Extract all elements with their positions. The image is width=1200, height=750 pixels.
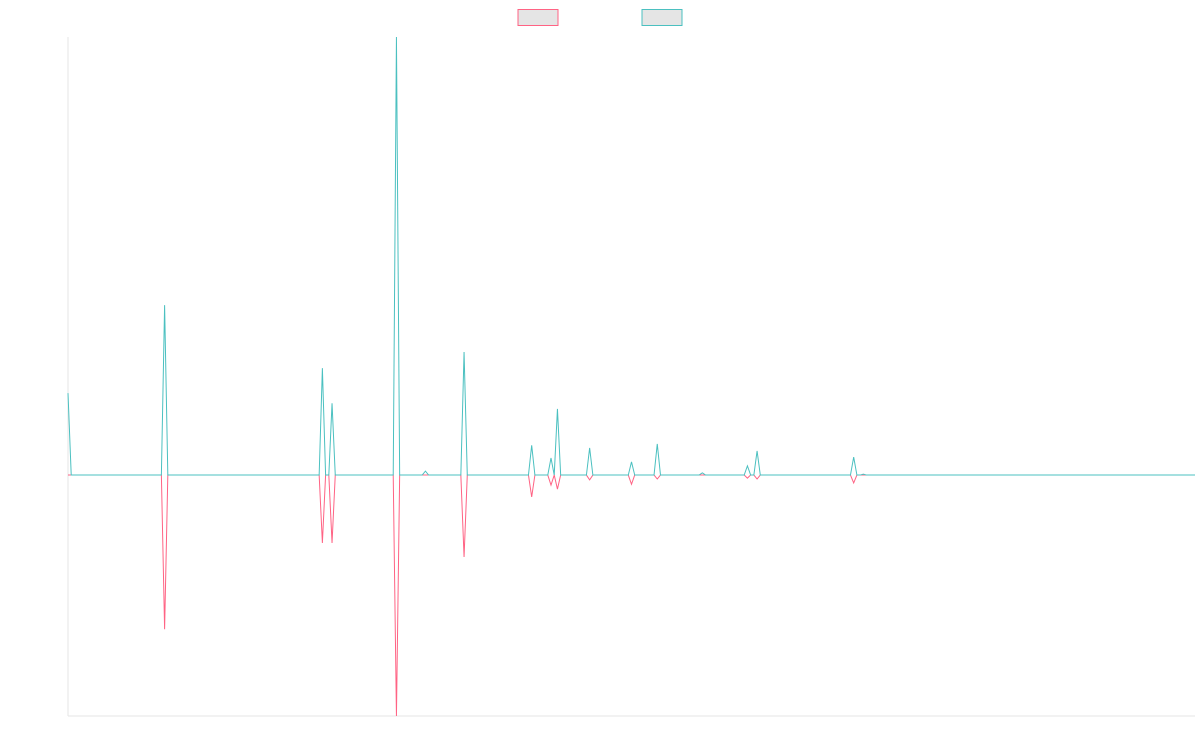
series-line [67,36,1195,476]
legend-swatch[interactable] [517,9,559,26]
legend-swatch[interactable] [641,9,683,26]
series-line [68,473,1195,717]
